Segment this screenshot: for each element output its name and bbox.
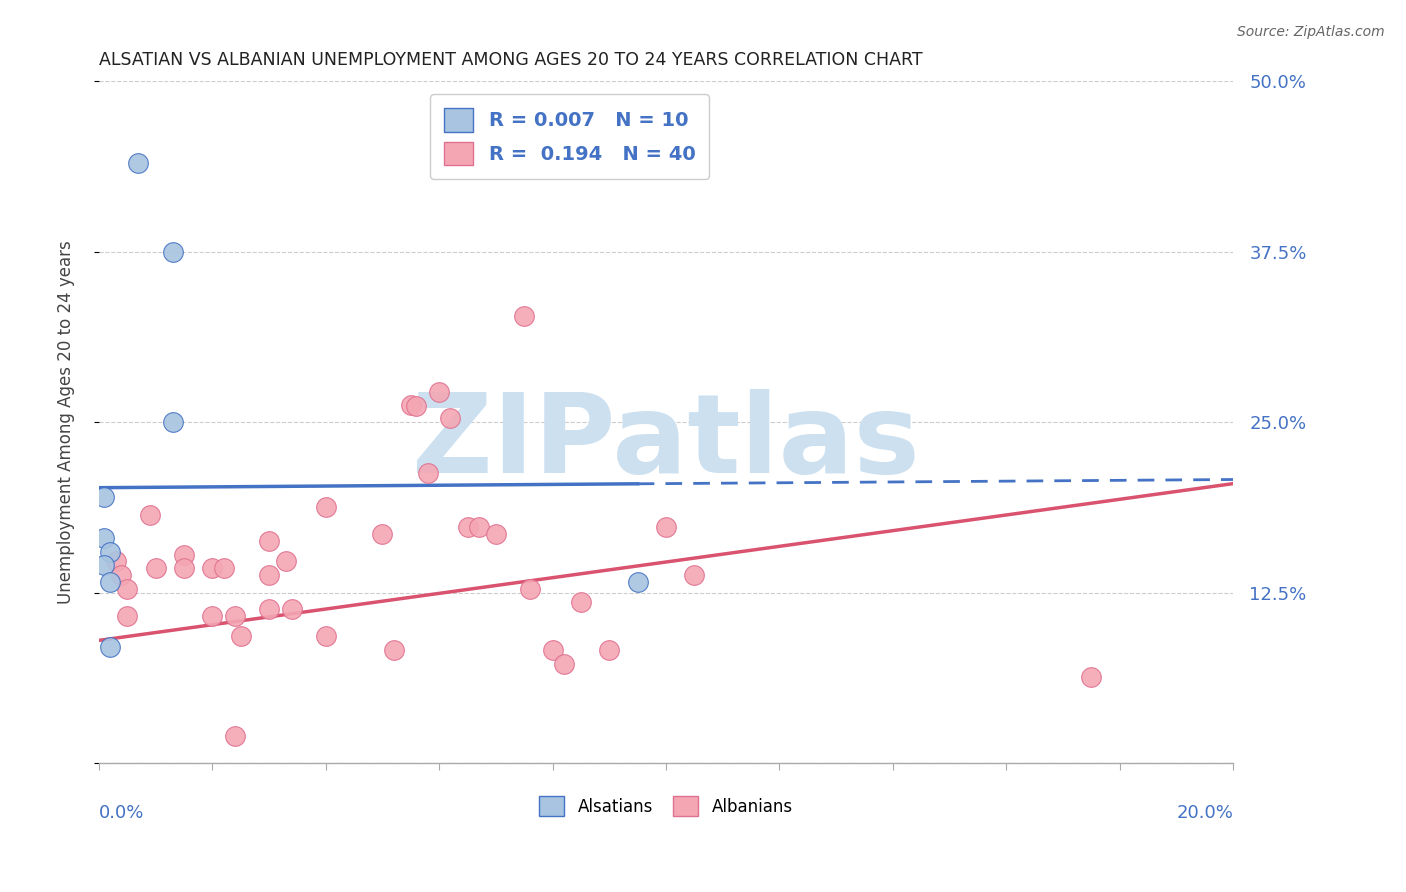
Point [280, 602, 302, 616]
Point [115, 608, 138, 623]
Point [382, 643, 405, 657]
Point [405, 399, 427, 413]
Point [257, 533, 280, 548]
Point [468, 520, 491, 534]
Point [519, 582, 541, 596]
Text: ALSATIAN VS ALBANIAN UNEMPLOYMENT AMONG AGES 20 TO 24 YEARS CORRELATION CHART: ALSATIAN VS ALBANIAN UNEMPLOYMENT AMONG … [98, 51, 922, 69]
Point [162, 244, 184, 259]
Point [427, 385, 450, 400]
Point [553, 657, 575, 671]
Point [541, 643, 564, 657]
Point [315, 629, 337, 643]
Point [224, 729, 246, 743]
Point [513, 309, 536, 323]
Point [201, 561, 224, 575]
Point [315, 500, 337, 514]
Point [485, 527, 508, 541]
Point [162, 415, 184, 429]
Text: 20.0%: 20.0% [1177, 804, 1233, 822]
Point [439, 411, 461, 425]
Point [128, 156, 150, 170]
Point [399, 397, 422, 411]
Point [93, 490, 115, 504]
Point [416, 466, 439, 480]
Point [229, 629, 252, 643]
Point [93, 558, 115, 573]
Point [98, 545, 121, 559]
Point [683, 568, 706, 582]
Point [145, 561, 167, 575]
Point [115, 582, 138, 596]
Text: ZIPatlas: ZIPatlas [412, 389, 920, 496]
Y-axis label: Unemployment Among Ages 20 to 24 years: Unemployment Among Ages 20 to 24 years [58, 240, 75, 604]
Point [655, 520, 678, 534]
Point [173, 548, 195, 562]
Point [598, 643, 620, 657]
Point [201, 608, 224, 623]
Point [98, 574, 121, 589]
Text: Source: ZipAtlas.com: Source: ZipAtlas.com [1237, 25, 1385, 39]
Point [274, 554, 297, 568]
Point [224, 608, 246, 623]
Point [104, 554, 127, 568]
Point [139, 508, 162, 522]
Point [1080, 670, 1102, 684]
Point [457, 520, 479, 534]
Point [257, 568, 280, 582]
Point [371, 527, 394, 541]
Legend: Alsatians, Albanians: Alsatians, Albanians [533, 789, 799, 823]
Point [257, 602, 280, 616]
Point [173, 561, 195, 575]
Point [93, 531, 115, 545]
Point [627, 574, 650, 589]
Text: 0.0%: 0.0% [98, 804, 145, 822]
Point [110, 568, 132, 582]
Point [98, 640, 121, 655]
Point [569, 595, 592, 609]
Point [212, 561, 235, 575]
